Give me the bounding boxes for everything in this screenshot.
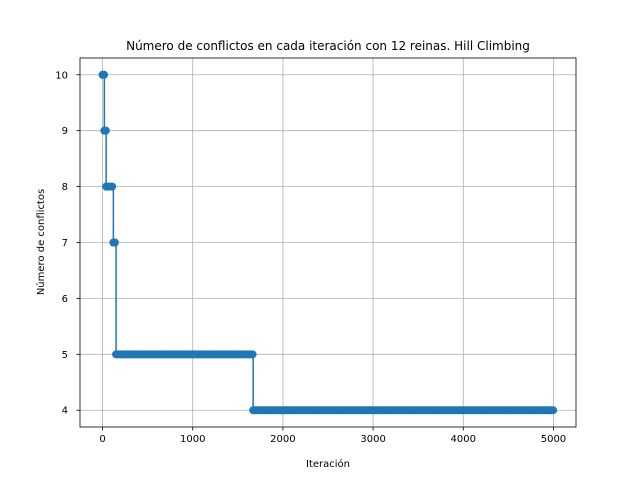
y-tick-label: 7 bbox=[62, 238, 68, 249]
data-point bbox=[101, 126, 110, 135]
x-tick-label: 3000 bbox=[360, 434, 385, 445]
y-tick-label: 8 bbox=[62, 182, 68, 193]
data-point bbox=[110, 238, 119, 247]
y-tick-label: 5 bbox=[62, 350, 68, 361]
y-axis-label: Número de conflictos bbox=[35, 189, 47, 295]
x-tick-label: 5000 bbox=[541, 434, 566, 445]
marker-run bbox=[98, 70, 109, 79]
chart-title: Número de conflictos en cada iteración c… bbox=[126, 39, 530, 53]
x-tick-label: 1000 bbox=[180, 434, 205, 445]
data-point bbox=[100, 70, 109, 79]
data-point bbox=[108, 182, 117, 191]
data-point bbox=[248, 350, 257, 359]
x-tick-label: 2000 bbox=[270, 434, 295, 445]
series-line bbox=[102, 74, 554, 411]
y-tick-label: 6 bbox=[62, 294, 68, 305]
marker-run bbox=[109, 238, 119, 247]
data-point bbox=[549, 406, 558, 415]
y-tick-label: 9 bbox=[62, 126, 68, 137]
ticks: 0 1000 2000 3000 4000 5000 4 5 6 7 8 9 10 bbox=[55, 70, 566, 445]
y-tick-label: 10 bbox=[55, 70, 68, 81]
marker-run bbox=[249, 406, 558, 415]
y-tick-label: 4 bbox=[62, 406, 68, 417]
x-axis-label: Iteración bbox=[306, 458, 350, 470]
marker-run bbox=[100, 126, 110, 135]
marker-run bbox=[112, 350, 257, 359]
series-layer bbox=[98, 70, 558, 415]
x-tick-label: 4000 bbox=[451, 434, 476, 445]
x-tick-label: 0 bbox=[99, 434, 105, 445]
marker-run bbox=[102, 182, 117, 191]
